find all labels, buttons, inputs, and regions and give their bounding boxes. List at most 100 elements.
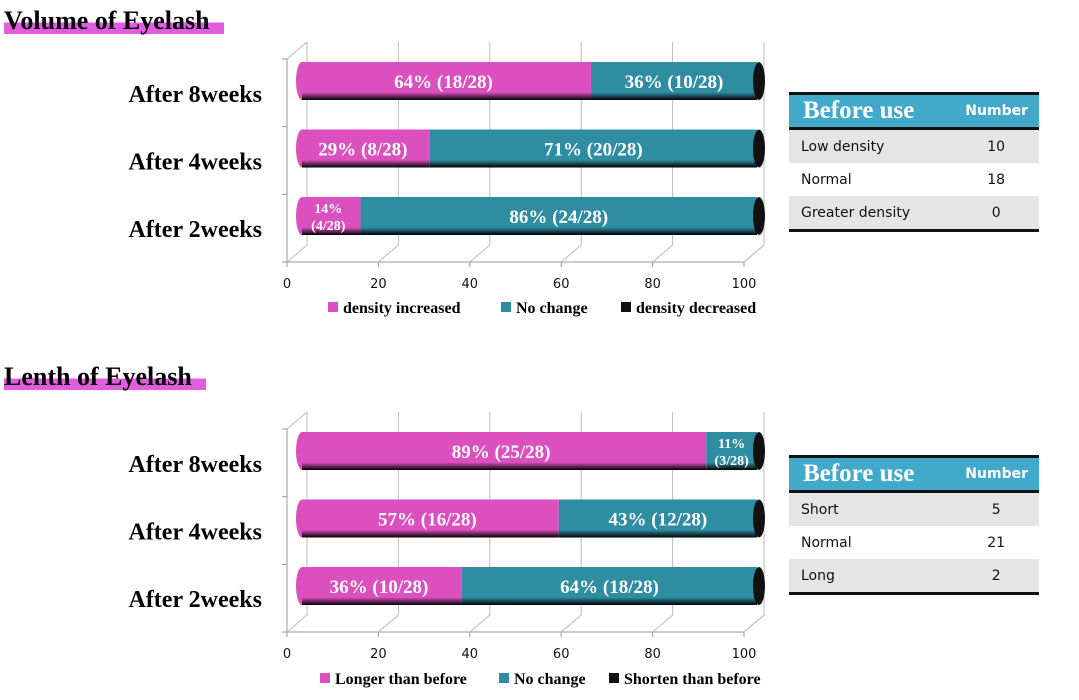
bar-end-cap [753,432,765,470]
floor-gridline [378,614,399,633]
bar-segment [429,129,757,168]
table-cell: 2 [954,559,1039,595]
bar-group: 14% (4/28) 86% (24/28) [296,197,765,235]
bar-segment [302,129,430,168]
data-label: 36% (10/28) [625,72,724,93]
data-label: 89% (25/28) [452,442,551,463]
x-tick-label: 40 [462,647,479,662]
data-label: 29% (8/28) [318,140,407,161]
bar-segment [302,432,707,470]
bar-group: 64% (18/28) 36% (10/28) [296,62,765,100]
legend-swatch [328,302,338,312]
data-label: 43% (12/28) [609,510,708,531]
wall-edge [286,411,308,430]
floor-gridline [378,244,399,263]
floor-gridline [469,614,491,633]
length-chart: 0 20 40 60 80 100 After 8weeks 89% (25/28) 11% (3… [128,411,765,662]
table-cell: Greater density [789,196,955,232]
bar-segment [302,197,361,235]
table-row: Long 2 [789,559,1039,595]
legend-label: density increased [343,300,461,317]
wall-edge [286,41,308,60]
table-header: Before use [789,455,955,493]
legend-item: Shorten than before [609,671,761,689]
chart-title-volume: Volume of Eyelash [4,8,224,34]
bar-group: 57% (16/28) 43% (12/28) [296,499,765,538]
legend-item: density decreased [621,300,756,318]
table-cell: Low density [789,128,955,163]
data-label: 14% [314,202,342,217]
legend-label: density decreased [636,300,757,317]
table-row: Normal 21 [789,526,1039,559]
legend-swatch [609,673,619,683]
floor-gridline [652,244,673,263]
floor-gridline [286,244,308,263]
table-row: Low density 10 [789,128,1039,163]
x-tick-label: 80 [644,277,661,292]
bar-segment [461,567,757,605]
data-label: 64% (18/28) [560,577,659,598]
x-tick-label: 0 [283,277,291,292]
bar-segment [591,62,757,100]
legend-swatch [621,302,631,312]
data-label: (3/28) [715,454,750,469]
x-tick-label: 40 [462,277,479,292]
bar-segment [706,432,757,470]
table-cell: Short [789,491,955,526]
data-label: 11% [718,437,745,452]
floor-gridline [652,614,673,633]
legend-label: No change [516,300,588,317]
floor-gridline [286,614,308,633]
table-header: Number [954,455,1039,493]
bar-end-cap [753,567,765,605]
bar-end-cap [753,129,765,168]
x-tick-label: 80 [644,647,661,662]
table-header: Number [954,92,1039,130]
data-label: 57% (16/28) [378,510,477,531]
table-cell: 5 [954,491,1039,526]
data-label: 71% (20/28) [544,140,643,161]
table-cell: 10 [954,128,1039,163]
legend-item: No change [501,300,588,318]
x-tick-label: 100 [732,647,757,662]
floor-gridline [560,614,582,633]
bar-group: 29% (8/28) 71% (20/28) [296,129,765,168]
chart-title-length: Lenth of Eyelash [4,364,206,390]
table-cell: 0 [954,196,1039,232]
data-label: 86% (24/28) [509,207,608,228]
table-row: Normal 18 [789,163,1039,196]
table-cell: 18 [987,171,1006,188]
volume-chart: 0 20 40 60 80 100 After 8weeks 64% (18/28) 36% (… [128,41,765,292]
category-label: After 4weeks [128,520,262,546]
floor-gridline [743,244,765,263]
table-row: Greater density 0 [789,196,1039,232]
legend-label: Longer than before [335,671,467,688]
length-before-use-table: Before use Number Short 5 Normal 21 Long 2 [789,455,1039,595]
table-cell: Normal [801,171,852,188]
data-label: 36% (10/28) [330,577,429,598]
data-label: 64% (18/28) [394,72,493,93]
legend-item: Longer than before [320,671,467,689]
legend-label: Shorten than before [624,671,761,688]
bar-segment [302,62,592,100]
category-label: After 4weeks [128,150,262,176]
x-tick-label: 0 [283,647,291,662]
table-header: Before use [789,92,955,130]
table-cell: Normal [801,534,852,551]
legend-item: No change [499,671,586,689]
bar-segment [302,567,462,605]
legend-label: No change [514,671,586,688]
category-label: After 2weeks [128,217,262,243]
x-tick-label: 60 [553,647,570,662]
x-tick-label: 100 [732,277,757,292]
bar-segment [360,197,757,235]
x-tick-label: 20 [370,277,387,292]
category-label: After 2weeks [128,587,262,613]
volume-before-use-table: Before use Number Low density 10 Normal 18 Gre… [789,92,1039,232]
legend-swatch [320,673,330,683]
bar-group: 36% (10/28) 64% (18/28) [296,567,765,605]
legend-swatch [501,302,511,312]
bar-group: 89% (25/28) 11% (3/28) [296,432,765,470]
category-label: After 8weeks [128,452,262,478]
category-label: After 8weeks [128,82,262,108]
